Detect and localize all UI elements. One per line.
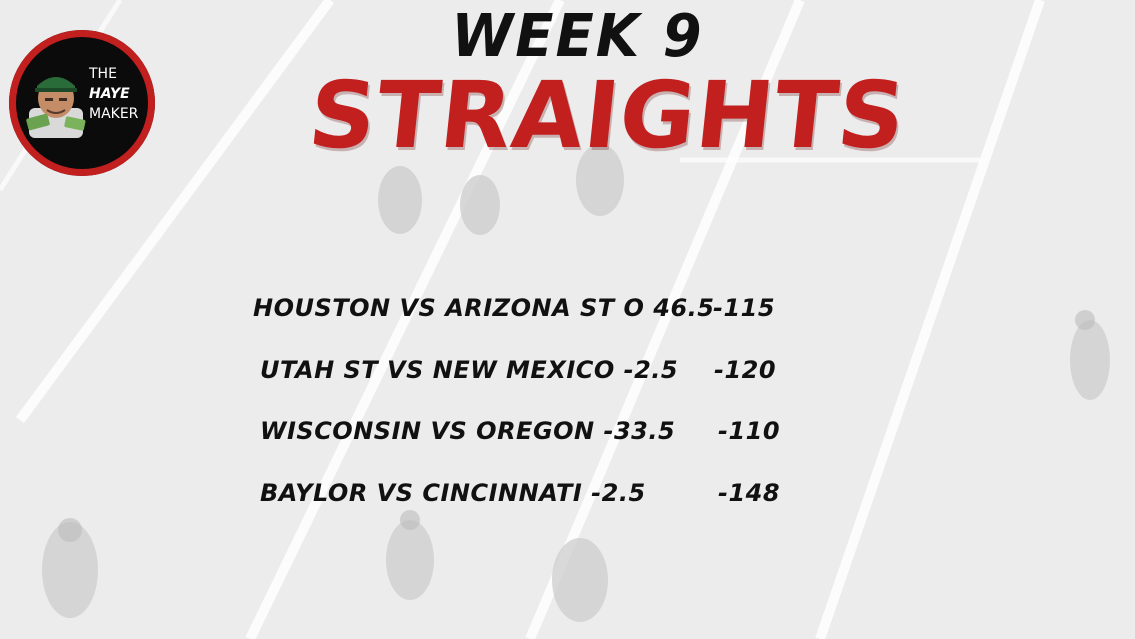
- pick-game: WISCONSIN VS OREGON -33.5: [260, 417, 676, 445]
- pick-odds: -120: [714, 356, 777, 384]
- pick-row: HOUSTON VS ARIZONA ST O 46.5 -115: [253, 290, 775, 326]
- pick-game: UTAH ST VS NEW MEXICO -2.5: [260, 356, 679, 384]
- pick-row: WISCONSIN VS OREGON -33.5 -110: [260, 413, 780, 449]
- pick-odds: -110: [718, 417, 781, 445]
- pick-odds: -148: [718, 479, 781, 507]
- pick-game: HOUSTON VS ARIZONA ST O 46.5: [253, 294, 715, 322]
- haye-maker-logo: THE HAYE MAKER: [9, 30, 155, 176]
- pick-odds: -115: [713, 294, 776, 322]
- pick-game: BAYLOR VS CINCINNATI -2.5: [260, 479, 646, 507]
- week-title: WEEK 9: [451, 2, 704, 71]
- pick-row: BAYLOR VS CINCINNATI -2.5 -148: [260, 475, 780, 511]
- logo-line-the: THE: [89, 66, 117, 82]
- logo-line-haye: HAYE: [89, 86, 130, 102]
- logo-text: THE HAYE MAKER: [89, 64, 149, 124]
- logo-line-maker: MAKER: [89, 106, 139, 122]
- pick-row: UTAH ST VS NEW MEXICO -2.5 -120: [260, 352, 776, 388]
- straights-title: STRAIGHTS: [303, 62, 912, 169]
- avatar-with-cash-icon: [26, 77, 86, 138]
